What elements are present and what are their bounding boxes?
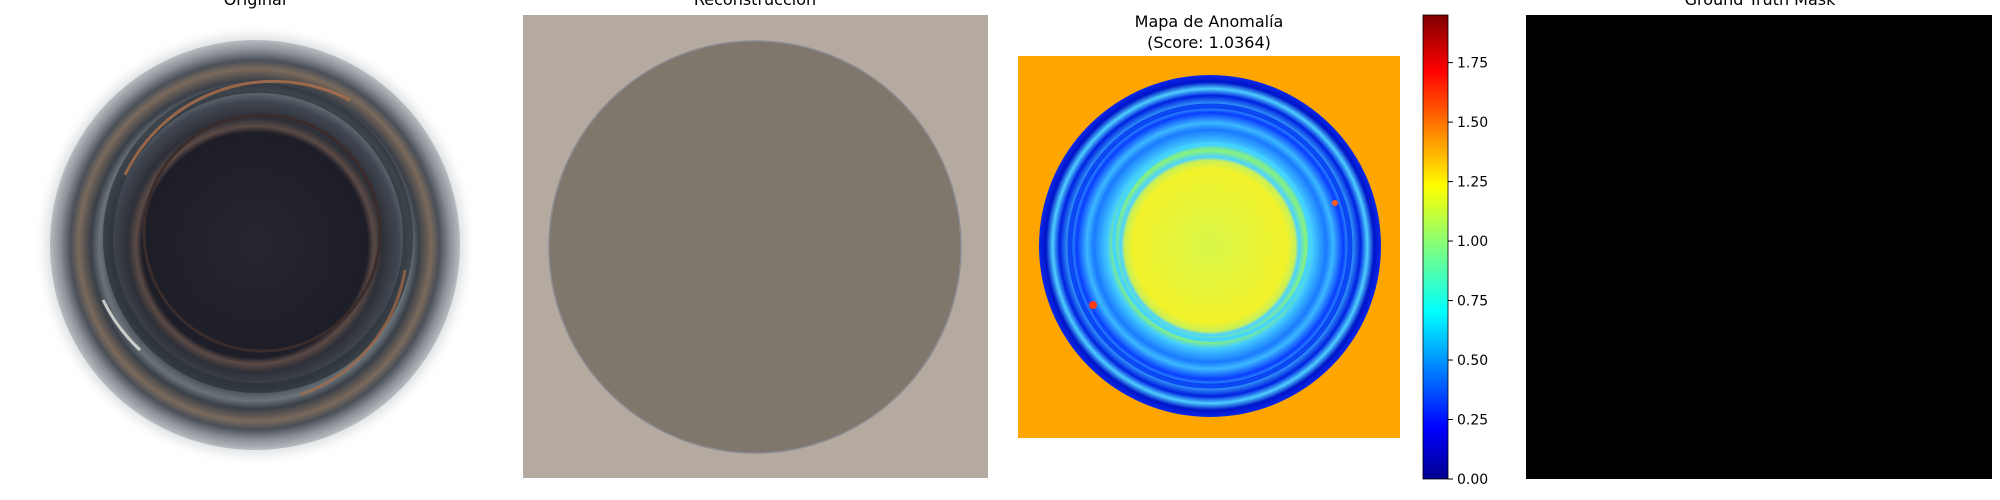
- panel-original: Original: [45, 0, 465, 455]
- anomaly-spot-right: [1332, 200, 1338, 206]
- panel-title-original: Original: [224, 0, 287, 9]
- panel-title-ground-truth: Ground Truth Mask: [1685, 0, 1837, 9]
- colorbar-gradient: [1422, 14, 1449, 480]
- panel-reconstruction: Reconstrucción: [523, 0, 988, 478]
- colorbar-tick-label: 0.75: [1457, 294, 1488, 310]
- colorbar-ticks: 0.00 0.25 0.50 0.75 1.00 1.25 1.50 1.75: [1448, 56, 1488, 488]
- anomaly-ring-blue: [1067, 103, 1353, 389]
- panel-ground-truth: Ground Truth Mask: [1526, 0, 1992, 479]
- anomaly-spot-left: [1089, 301, 1097, 309]
- colorbar-tick-label: 0.00: [1457, 472, 1488, 488]
- panel-anomaly-map: Mapa de Anomalía (Score: 1.0364): [1018, 12, 1400, 438]
- colorbar-tick-label: 0.25: [1457, 413, 1488, 429]
- colorbar-tick-label: 1.75: [1457, 56, 1488, 72]
- panel-title-reconstruction: Reconstrucción: [694, 0, 816, 9]
- original-middle-ring: [103, 83, 413, 393]
- colorbar: 0.00 0.25 0.50 0.75 1.00 1.25 1.50 1.75: [1422, 14, 1488, 488]
- original-highlight: [101, 299, 142, 352]
- colorbar-tick-label: 1.00: [1457, 234, 1488, 250]
- panel-title-anomaly-line2: (Score: 1.0364): [1147, 33, 1271, 52]
- anomaly-map-disc: [1039, 75, 1381, 417]
- anomaly-ring-cyan: [1112, 142, 1312, 342]
- ground-truth-mask-image: [1526, 15, 1992, 479]
- colorbar-tick-label: 1.25: [1457, 175, 1488, 191]
- panel-title-anomaly-line1: Mapa de Anomalía: [1135, 12, 1284, 31]
- original-copper-reflection: [123, 79, 351, 176]
- colorbar-tick-label: 0.50: [1457, 353, 1488, 369]
- reconstruction-disc: [548, 40, 962, 454]
- colorbar-tick-label: 1.50: [1457, 115, 1488, 131]
- original-copper-reflection-2: [299, 269, 407, 397]
- original-inner-ring: [142, 113, 382, 353]
